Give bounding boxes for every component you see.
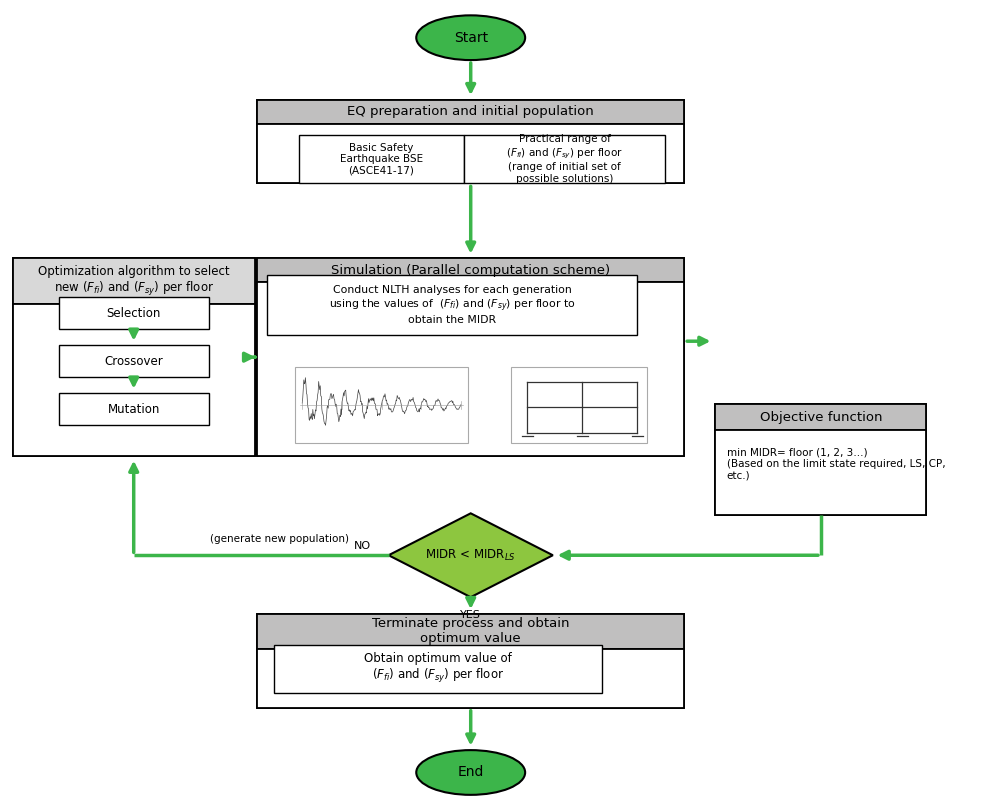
Text: Crossover: Crossover [104,354,163,368]
Bar [715,404,927,515]
Bar [257,649,684,708]
Text: Basic Safety
Earthquake BSE
(ASCE41-17): Basic Safety Earthquake BSE (ASCE41-17) [340,143,423,176]
Bar [58,393,209,425]
Text: Start: Start [454,31,488,44]
Text: MIDR < MIDR$_{LS}$: MIDR < MIDR$_{LS}$ [425,548,516,562]
Text: Mutation: Mutation [108,403,160,416]
Text: YES: YES [460,610,481,620]
Text: (generate new population): (generate new population) [211,534,349,544]
Bar [58,297,209,329]
Text: Practical range of
$(F_{fi})$ and $(F_{sy})$ per floor
(range of initial set of
: Practical range of $(F_{fi})$ and $(F_{s… [506,134,623,184]
Text: Simulation (Parallel computation scheme): Simulation (Parallel computation scheme) [331,264,610,277]
Bar [13,258,255,304]
Text: Conduct NLTH analyses for each generation
using the values of  $(F_{fi})$ and $(: Conduct NLTH analyses for each generatio… [328,285,576,325]
Bar [510,367,647,443]
Bar [257,123,684,183]
Bar [300,135,464,183]
Text: Terminate process and obtain
optimum value: Terminate process and obtain optimum val… [372,617,570,645]
Ellipse shape [416,751,525,795]
Bar [257,613,684,649]
Bar [257,99,684,183]
Bar [267,275,637,335]
Text: min MIDR= floor (1, 2, 3…)
(Based on the limit state required, LS, CP,
etc.): min MIDR= floor (1, 2, 3…) (Based on the… [727,448,945,481]
Bar [257,99,684,123]
Polygon shape [389,513,553,597]
Text: End: End [458,766,484,780]
Text: Optimization algorithm to select
new $(F_{fi})$ and $(F_{sy})$ per floor: Optimization algorithm to select new $(F… [38,265,229,298]
Bar [295,367,469,443]
Bar [257,282,684,456]
Bar [13,258,255,456]
Bar [13,304,255,456]
Text: Selection: Selection [107,307,161,320]
Text: Obtain optimum value of
$(F_{fi})$ and $(F_{sy})$ per floor: Obtain optimum value of $(F_{fi})$ and $… [364,652,511,685]
Bar [58,345,209,377]
Text: NO: NO [354,541,371,550]
Text: EQ preparation and initial population: EQ preparation and initial population [347,105,594,118]
Text: Objective function: Objective function [760,411,882,424]
Bar [274,645,602,692]
Bar [257,613,684,708]
Bar [257,258,684,282]
Bar [715,404,927,430]
Bar [257,258,684,456]
Bar [715,430,927,515]
Bar [464,135,666,183]
Ellipse shape [416,15,525,60]
